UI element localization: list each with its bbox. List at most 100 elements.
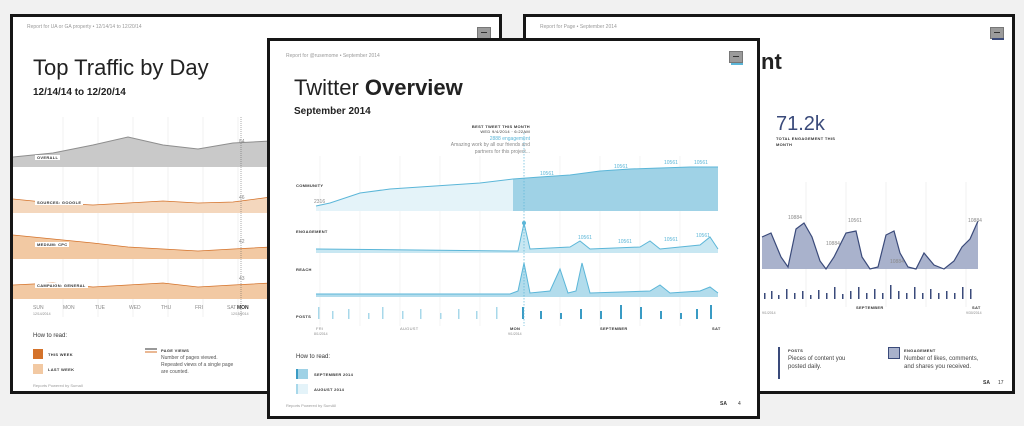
row-label-reach: REACH — [296, 267, 312, 272]
day-label: THU — [161, 305, 172, 311]
this-week-swatch — [33, 349, 43, 359]
legend-august: AUGUST 2014 — [314, 387, 345, 392]
last-month-swatch — [296, 384, 308, 394]
right-peak-label: 10884 — [826, 241, 840, 247]
middle-page-number: 4 — [738, 401, 741, 407]
day-label: SUN — [33, 305, 44, 311]
best-tweet-date: WED 9/4/2014 · 6:22AM — [480, 129, 530, 134]
middle-axis-start-date: 8/1/2014 — [314, 332, 328, 336]
cpc-area — [13, 235, 271, 259]
community-last-month-area — [316, 179, 513, 211]
twitter-overview-chart — [315, 133, 719, 326]
right-big-label: TOTAL ENGAGEMENT THIS MONTH — [776, 136, 836, 147]
overall-area — [13, 137, 271, 167]
legend-this-week: THIS WEEK — [48, 352, 73, 357]
legend-engagement: ENGAGEMENT — [904, 348, 936, 353]
google-area — [13, 197, 271, 213]
legend-pageviews-desc: Number of pages viewed. Repeated views o… — [161, 355, 234, 375]
middle-footer: Reports Powered by SumAll — [286, 403, 337, 408]
middle-title: Twitter Overview — [294, 75, 463, 101]
right-axis-sat: SAT — [972, 305, 981, 310]
middle-report-header: Report for @rusemome • September 2014 — [286, 53, 380, 59]
row-value-cpc: 42 — [239, 239, 245, 245]
middle-subtitle: September 2014 — [294, 106, 371, 117]
right-axis-september: SEPTEMBER — [856, 305, 884, 310]
right-menu-icon[interactable] — [990, 27, 1004, 39]
right-engagement-chart — [761, 182, 979, 307]
engagement-peak-label: 10561 — [664, 237, 678, 243]
middle-axis-sat: SAT — [712, 326, 721, 331]
left-subtitle: 12/14/14 to 12/20/14 — [33, 87, 126, 98]
engagement-line — [315, 222, 719, 252]
community-peak-label: 10561 — [694, 160, 708, 166]
community-start-value: 2316 — [314, 199, 326, 205]
right-axis-end-date: 9/30/2014 — [966, 311, 982, 315]
day-label: FRI — [195, 305, 204, 311]
left-title: Top Traffic by Day — [33, 55, 209, 80]
middle-brand: SA — [720, 401, 727, 407]
engagement-swatch — [888, 347, 900, 359]
right-big-number: 71.2k — [776, 113, 825, 135]
start-date-label: 12/14/2014 — [33, 312, 51, 316]
best-tweet-engagement: 2888 engagement — [489, 136, 530, 142]
legend-posts-desc: Pieces of content you posted daily. — [788, 356, 846, 370]
legend-pageviews: PAGE VIEWS — [161, 348, 190, 353]
right-report-header: Report for Page • September 2014 — [540, 24, 617, 30]
right-peak-label: 10884 — [788, 215, 802, 221]
community-peak-label: 10561 — [664, 160, 678, 166]
day-label: WED — [129, 305, 141, 311]
right-axis-start-date: 9/1/2014 — [762, 311, 776, 315]
day-label: SAT — [227, 305, 237, 311]
middle-axis-august: AUGUST — [400, 326, 419, 331]
right-brand: SA — [983, 380, 990, 386]
best-tweet-annotation[interactable]: BEST TWEET THIS MONTH WED 9/4/2014 · 6:2… — [440, 124, 530, 156]
middle-title-bold: Overview — [364, 75, 463, 100]
row-label-posts: POSTS — [296, 314, 312, 319]
legend-posts: POSTS — [788, 348, 804, 353]
legend-engagement-desc: Number of likes, comments, and shares yo… — [904, 356, 979, 370]
engagement-peak-label: 10561 — [578, 235, 592, 241]
community-peak-label: 10561 — [614, 164, 628, 170]
right-peak-label: 10884 — [890, 259, 904, 265]
left-footer: Reports Powered by Sumall — [33, 383, 83, 388]
right-menu-accent — [992, 38, 1004, 40]
legend-last-week: LAST WEEK — [48, 367, 75, 372]
middle-axis-mon: MON — [510, 326, 521, 331]
middle-axis-month-date: 9/1/2014 — [508, 332, 522, 336]
day-label: MON — [63, 305, 75, 311]
left-report-header: Report for UA or GA property • 12/14/14 … — [27, 24, 142, 30]
row-label-google: SOURCES: GOOGLE — [35, 200, 84, 205]
row-label-campaign: CAMPAIGN: GENERAL — [35, 283, 88, 288]
middle-axis-september: SEPTEMBER — [600, 326, 628, 331]
row-value-overall: 84 — [239, 139, 245, 145]
right-peak-label: 10884 — [968, 218, 982, 224]
left-how-to-read: How to read: — [33, 333, 68, 339]
middle-how-to-read: How to read: — [296, 354, 331, 360]
middle-menu-icon[interactable] — [729, 51, 743, 63]
reach-line — [316, 262, 719, 295]
middle-axis-fri: FRI — [316, 326, 324, 331]
community-peak-label: 10561 — [540, 171, 554, 177]
legend-september: SEPTEMBER 2014 — [314, 372, 354, 377]
pageviews-icon — [145, 348, 157, 353]
row-value-google: 46 — [239, 195, 245, 201]
posts-swatch — [778, 347, 780, 379]
day-label: TUE — [95, 305, 105, 311]
engagement-peak-label: 10561 — [618, 239, 632, 245]
right-page-number: 17 — [998, 380, 1004, 386]
community-this-month-area — [513, 167, 718, 211]
row-label-overall: OVERALL — [35, 155, 61, 160]
right-peak-label: 10561 — [848, 218, 862, 224]
best-tweet-label: BEST TWEET THIS MONTH — [471, 124, 530, 129]
best-tweet-text: Amazing work by all our friends and part… — [450, 142, 530, 155]
row-label-community: COMMUNITY — [296, 183, 324, 188]
row-label-engagement: ENGAGEMENT — [296, 229, 328, 234]
middle-title-light: Twitter — [294, 75, 359, 100]
date-label: 12/15/2014 — [231, 312, 249, 316]
this-month-swatch — [296, 369, 308, 379]
report-card-twitter-overview[interactable]: Report for @rusemome • September 2014 Tw… — [267, 38, 760, 419]
row-label-cpc: MEDIUM: CPC — [35, 242, 70, 247]
right-title-fragment: nt — [761, 49, 782, 74]
last-week-swatch — [33, 364, 43, 374]
day-label: MON — [237, 305, 249, 311]
